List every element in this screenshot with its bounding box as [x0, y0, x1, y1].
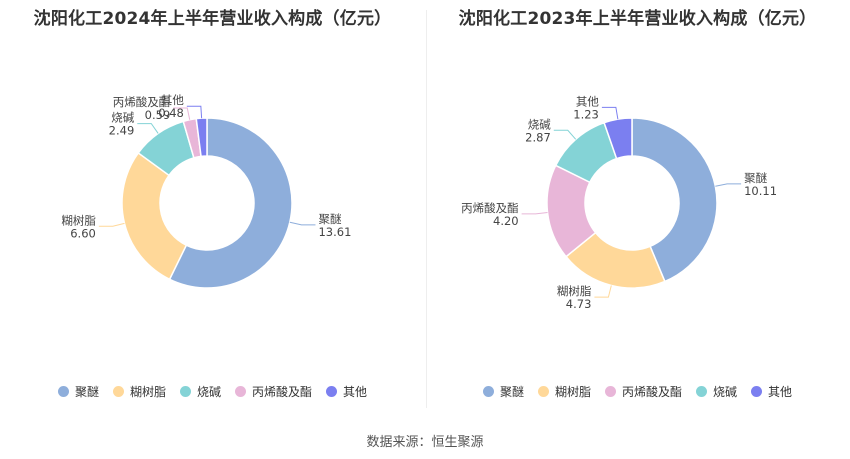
- slice-糊树脂[interactable]: [121, 151, 188, 281]
- legend-label-丙烯酸及酯: 丙烯酸及酯: [252, 385, 313, 399]
- slice-label-聚醚: 聚醚: [318, 212, 341, 226]
- slice-其他[interactable]: [603, 117, 633, 160]
- legend-2024: 聚醚 糊树脂 烧碱 丙烯酸及酯 其他: [0, 383, 425, 400]
- slice-聚醚[interactable]: [631, 117, 718, 283]
- legend-item-丙烯酸及酯[interactable]: 丙烯酸及酯: [235, 383, 312, 400]
- slice-label-丙烯酸及酯: 丙烯酸及酯: [461, 201, 519, 215]
- slice-label-烧碱: 烧碱: [528, 117, 551, 131]
- slice-label-烧碱: 烧碱: [111, 111, 134, 125]
- slice-value-烧碱: 2.87: [525, 130, 551, 144]
- slice-value-烧碱: 2.49: [109, 124, 135, 138]
- legend-dot-烧碱: [696, 386, 707, 397]
- slice-label-聚醚: 聚醚: [744, 171, 767, 185]
- leader-line-丙烯酸及酯: [521, 212, 548, 215]
- slice-聚醚[interactable]: [168, 117, 293, 289]
- chart-title-2023: 沈阳化工2023年上半年营业收入构成（亿元）: [458, 9, 817, 29]
- legend-item-糊树脂[interactable]: 糊树脂: [537, 383, 591, 400]
- legend-item-其他[interactable]: 其他: [326, 383, 367, 400]
- legend-item-糊树脂[interactable]: 糊树脂: [112, 383, 166, 400]
- legend-dot-糊树脂: [112, 386, 124, 397]
- leader-line-其他: [186, 105, 203, 119]
- legend-label-烧碱: 烧碱: [196, 385, 221, 399]
- slice-label-其他: 其他: [576, 94, 599, 108]
- legend-label-聚醚: 聚醚: [74, 385, 99, 399]
- legend-dot-丙烯酸及酯: [235, 386, 246, 397]
- data-source-note: 数据来源：恒生聚源: [366, 435, 484, 450]
- leader-line-糊树脂: [98, 222, 125, 227]
- slice-value-丙烯酸及酯: 4.20: [493, 214, 519, 228]
- chart-title-2024: 沈阳化工2024年上半年营业收入构成（亿元）: [33, 9, 392, 29]
- legend-label-糊树脂: 糊树脂: [554, 385, 591, 399]
- legend-item-聚醚[interactable]: 聚醚: [482, 383, 524, 400]
- legend-label-其他: 其他: [343, 385, 368, 399]
- leader-line-烧碱: [137, 123, 159, 134]
- chart-panel-2024: 沈阳化工2024年上半年营业收入构成（亿元） 聚醚 13.61 糊树脂 6.60 烧碱 2…: [0, 0, 425, 420]
- leader-line-丙烯酸及酯: [173, 107, 191, 120]
- legend-dot-聚醚: [57, 386, 69, 397]
- leader-line-烧碱: [553, 129, 577, 140]
- slice-value-其他: 1.23: [573, 107, 599, 121]
- slice-value-糊树脂: 6.60: [70, 226, 96, 240]
- legend-label-其他: 其他: [768, 385, 793, 399]
- leader-line-聚醚: [289, 221, 316, 226]
- legend-label-烧碱: 烧碱: [713, 385, 738, 399]
- slices: [546, 117, 718, 289]
- slice-其他[interactable]: [195, 117, 208, 158]
- legend-item-丙烯酸及酯[interactable]: 丙烯酸及酯: [604, 383, 682, 400]
- slice-value-糊树脂: 4.73: [566, 297, 592, 311]
- slice-label-其他: 其他: [161, 93, 184, 107]
- slice-value-丙烯酸及酯: 0.59: [145, 108, 171, 122]
- legend-dot-丙烯酸及酯: [604, 386, 616, 397]
- legend-item-聚醚[interactable]: 聚醚: [57, 383, 99, 400]
- legend-item-其他[interactable]: 其他: [751, 383, 792, 400]
- legend-dot-烧碱: [179, 386, 191, 397]
- leader-line-糊树脂: [594, 285, 612, 298]
- slice-value-聚醚: 10.11: [744, 184, 777, 198]
- legend-label-糊树脂: 糊树脂: [129, 385, 166, 399]
- slice-value-聚醚: 13.61: [318, 225, 351, 239]
- legend-label-丙烯酸及酯: 丙烯酸及酯: [621, 385, 682, 399]
- leader-line-聚醚: [715, 183, 742, 187]
- legend-2023: 聚醚 糊树脂 丙烯酸及酯 烧碱 其他: [425, 383, 850, 400]
- slice-label-糊树脂: 糊树脂: [61, 213, 96, 227]
- legend-item-烧碱[interactable]: 烧碱: [696, 383, 737, 400]
- legend-label-聚醚: 聚醚: [499, 385, 524, 399]
- legend-dot-糊树脂: [537, 386, 549, 397]
- slices: [121, 117, 293, 289]
- slice-label-丙烯酸及酯: 丙烯酸及酯: [113, 95, 171, 109]
- legend-dot-聚醚: [482, 386, 494, 397]
- panel-divider: [426, 10, 427, 408]
- legend-dot-其他: [751, 386, 763, 397]
- leader-line-其他: [601, 106, 619, 120]
- chart-panel-2023: 沈阳化工2023年上半年营业收入构成（亿元） 聚醚 10.11 糊树脂 4.73 丙烯酸…: [425, 0, 850, 420]
- slice-value-其他: 0.48: [158, 106, 184, 120]
- legend-item-烧碱[interactable]: 烧碱: [179, 383, 221, 400]
- slice-label-糊树脂: 糊树脂: [557, 284, 592, 298]
- legend-dot-其他: [326, 386, 338, 397]
